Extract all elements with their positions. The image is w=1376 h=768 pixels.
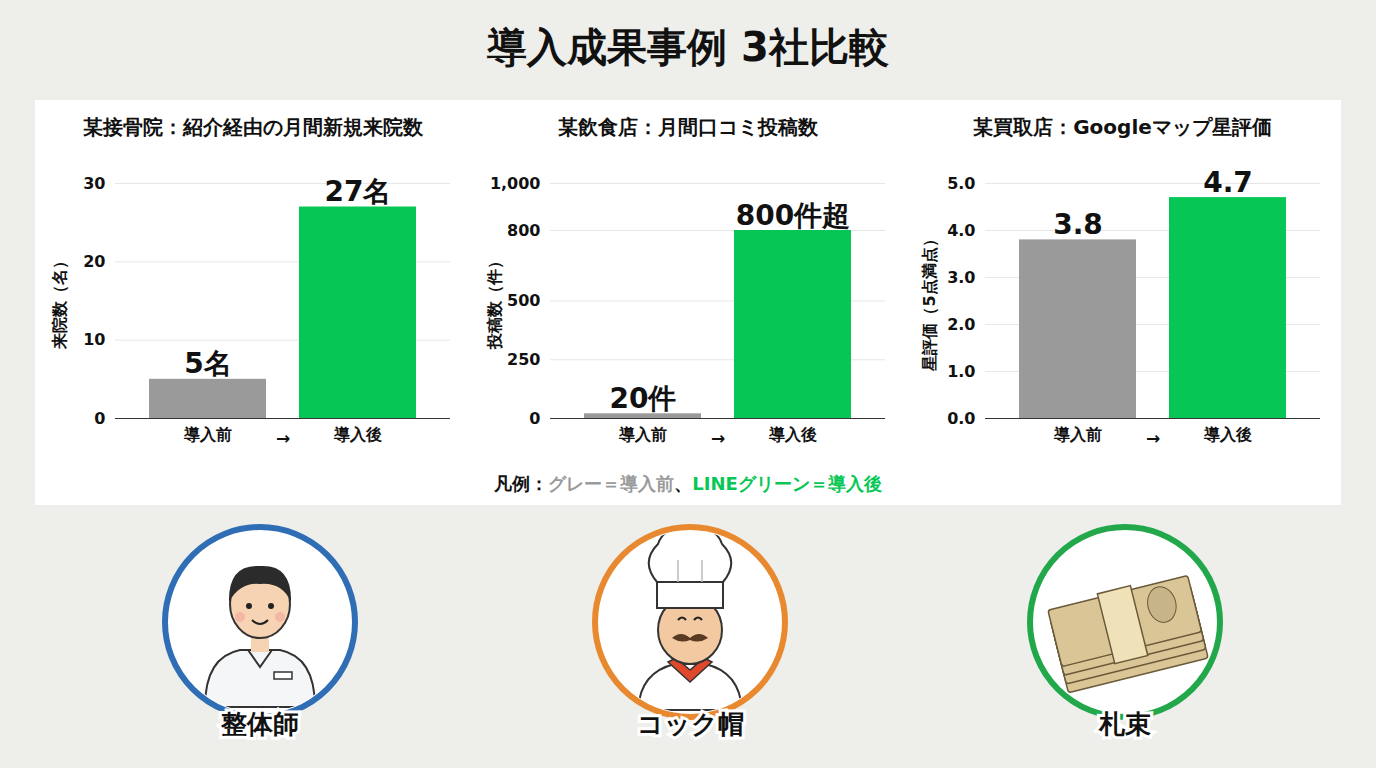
svg-text:3.8: 3.8 xyxy=(1053,208,1103,241)
html-text:某飲食店：月間口コミ投稿数: 某飲食店：月間口コミ投稿数 xyxy=(557,115,818,139)
svg-text:30: 30 xyxy=(83,174,105,193)
svg-text:20: 20 xyxy=(83,252,105,271)
svg-text:導入後: 導入後 xyxy=(768,425,817,444)
svg-text:導入前: 導入前 xyxy=(183,425,232,444)
svg-text:0.0: 0.0 xyxy=(947,409,975,428)
html-text:凡例：グレー＝導入前、LINEグリーン＝導入後: 凡例：グレー＝導入前、LINEグリーン＝導入後 xyxy=(494,473,882,494)
svg-text:導入後: 導入後 xyxy=(1203,425,1252,444)
svg-text:5名: 5名 xyxy=(184,347,231,380)
svg-text:3.0: 3.0 xyxy=(947,268,975,287)
svg-text:250: 250 xyxy=(507,350,540,369)
svg-text:1.0: 1.0 xyxy=(947,362,975,381)
svg-text:800: 800 xyxy=(507,221,540,240)
svg-text:5.0: 5.0 xyxy=(947,174,975,193)
svg-text:導入前: 導入前 xyxy=(618,425,667,444)
svg-text:0: 0 xyxy=(94,409,105,428)
svg-text:800件超: 800件超 xyxy=(736,199,850,232)
svg-text:投稿数（件）: 投稿数（件） xyxy=(485,253,504,350)
svg-text:導入後: 導入後 xyxy=(333,425,382,444)
svg-text:星評価（5点満点）: 星評価（5点満点） xyxy=(920,231,939,371)
html-text:某買取店：Googleマップ星評価: 某買取店：Googleマップ星評価 xyxy=(973,115,1272,139)
svg-text:→: → xyxy=(276,428,290,448)
svg-text:1,000: 1,000 xyxy=(490,174,541,193)
svg-text:27名: 27名 xyxy=(325,175,392,208)
svg-text:コック帽: コック帽 xyxy=(637,709,744,739)
svg-text:札束: 札束 xyxy=(1098,709,1151,739)
svg-text:2.0: 2.0 xyxy=(947,315,975,334)
svg-text:20件: 20件 xyxy=(610,382,677,415)
svg-text:→: → xyxy=(711,428,725,448)
svg-text:0: 0 xyxy=(529,409,540,428)
svg-text:4.7: 4.7 xyxy=(1203,166,1253,199)
svg-text:整体師: 整体師 xyxy=(220,709,299,739)
svg-text:10: 10 xyxy=(83,330,105,349)
svg-text:→: → xyxy=(1146,428,1160,448)
svg-text:導入前: 導入前 xyxy=(1053,425,1102,444)
svg-text:4.0: 4.0 xyxy=(947,221,975,240)
html-text:某接骨院：紹介経由の月間新規来院数: 某接骨院：紹介経由の月間新規来院数 xyxy=(82,115,423,139)
html-text:導入成果事例 3社比較: 導入成果事例 3社比較 xyxy=(487,24,889,70)
svg-text:500: 500 xyxy=(507,291,540,310)
svg-text:来院数（名）: 来院数（名） xyxy=(50,253,69,350)
